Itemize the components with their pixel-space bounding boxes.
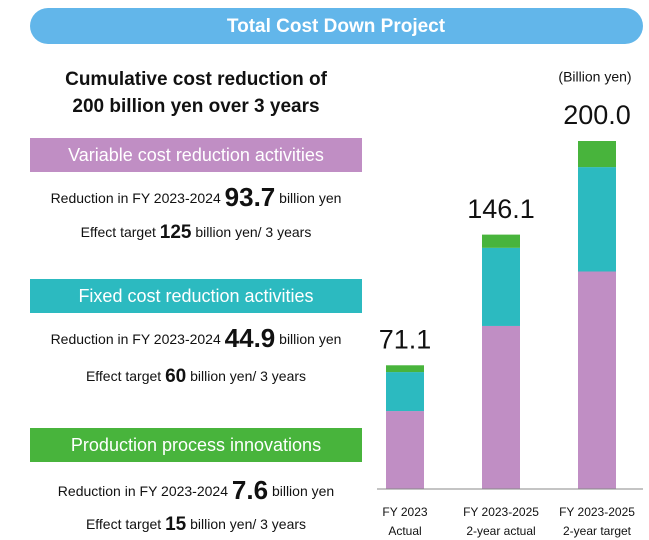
section-title: Fixed cost reduction activities xyxy=(78,286,313,306)
label: billion yen xyxy=(272,483,334,499)
label: Effect target xyxy=(81,224,156,240)
title-banner xyxy=(30,8,643,44)
label: Reduction in FY 2023-2024 xyxy=(58,483,228,499)
reduction-line: Reduction in FY 2023-2024 7.6 billion ye… xyxy=(58,475,334,505)
target-line: Effect target 60 billion yen/ 3 years xyxy=(86,366,306,387)
x-tick-label: FY 2023 xyxy=(382,505,427,519)
label: billion yen/ 3 years xyxy=(195,224,311,240)
label: billion yen xyxy=(279,331,341,347)
bar-segment xyxy=(482,247,520,326)
bar-segment xyxy=(482,325,520,489)
bar-segment xyxy=(386,365,424,373)
x-tick-label: FY 2023-2025 xyxy=(559,505,635,519)
headline: 200 billion yen over 3 years xyxy=(72,96,319,117)
value: 15 xyxy=(165,514,187,535)
value: 44.9 xyxy=(225,323,276,353)
target-line: Effect target 15 billion yen/ 3 years xyxy=(86,514,306,535)
section-banner xyxy=(30,428,362,462)
label: Effect target xyxy=(86,516,161,532)
value: 125 xyxy=(160,222,192,243)
label: Reduction in FY 2023-2024 xyxy=(51,331,221,347)
value: 7.6 xyxy=(232,475,268,505)
x-tick-label: 2-year target xyxy=(563,524,632,538)
bar-segment xyxy=(578,271,616,489)
bar-segment xyxy=(578,141,616,168)
x-tick-label: Actual xyxy=(388,524,421,538)
label: billion yen/ 3 years xyxy=(190,368,306,384)
total-label: 146.1 xyxy=(467,194,535,224)
target-line: Effect target 125 billion yen/ 3 years xyxy=(81,222,312,243)
section-title: Variable cost reduction activities xyxy=(68,145,324,165)
headline: Cumulative cost reduction of xyxy=(65,69,327,90)
value: 60 xyxy=(165,366,186,387)
section-banner xyxy=(30,279,362,313)
value: 93.7 xyxy=(225,182,276,212)
label: billion yen xyxy=(279,190,341,206)
label: billion yen/ 3 years xyxy=(190,516,306,532)
reduction-line: Reduction in FY 2023-2024 93.7 billion y… xyxy=(51,182,342,212)
bar-segment xyxy=(482,234,520,248)
x-tick-label: FY 2023-2025 xyxy=(463,505,539,519)
x-tick-label: 2-year actual xyxy=(466,524,535,538)
section-title: Production process innovations xyxy=(71,435,321,455)
label: Effect target xyxy=(86,368,161,384)
total-label: 200.0 xyxy=(563,100,631,130)
section-banner xyxy=(30,138,362,172)
unit-label: (Billion yen) xyxy=(558,69,631,85)
bar-segment xyxy=(578,167,616,272)
total-label: 71.1 xyxy=(379,324,432,354)
bar-segment xyxy=(386,411,424,489)
reduction-line: Reduction in FY 2023-2024 44.9 billion y… xyxy=(51,323,342,353)
bar-segment xyxy=(386,372,424,412)
title: Total Cost Down Project xyxy=(227,16,446,37)
label: Reduction in FY 2023-2024 xyxy=(51,190,221,206)
